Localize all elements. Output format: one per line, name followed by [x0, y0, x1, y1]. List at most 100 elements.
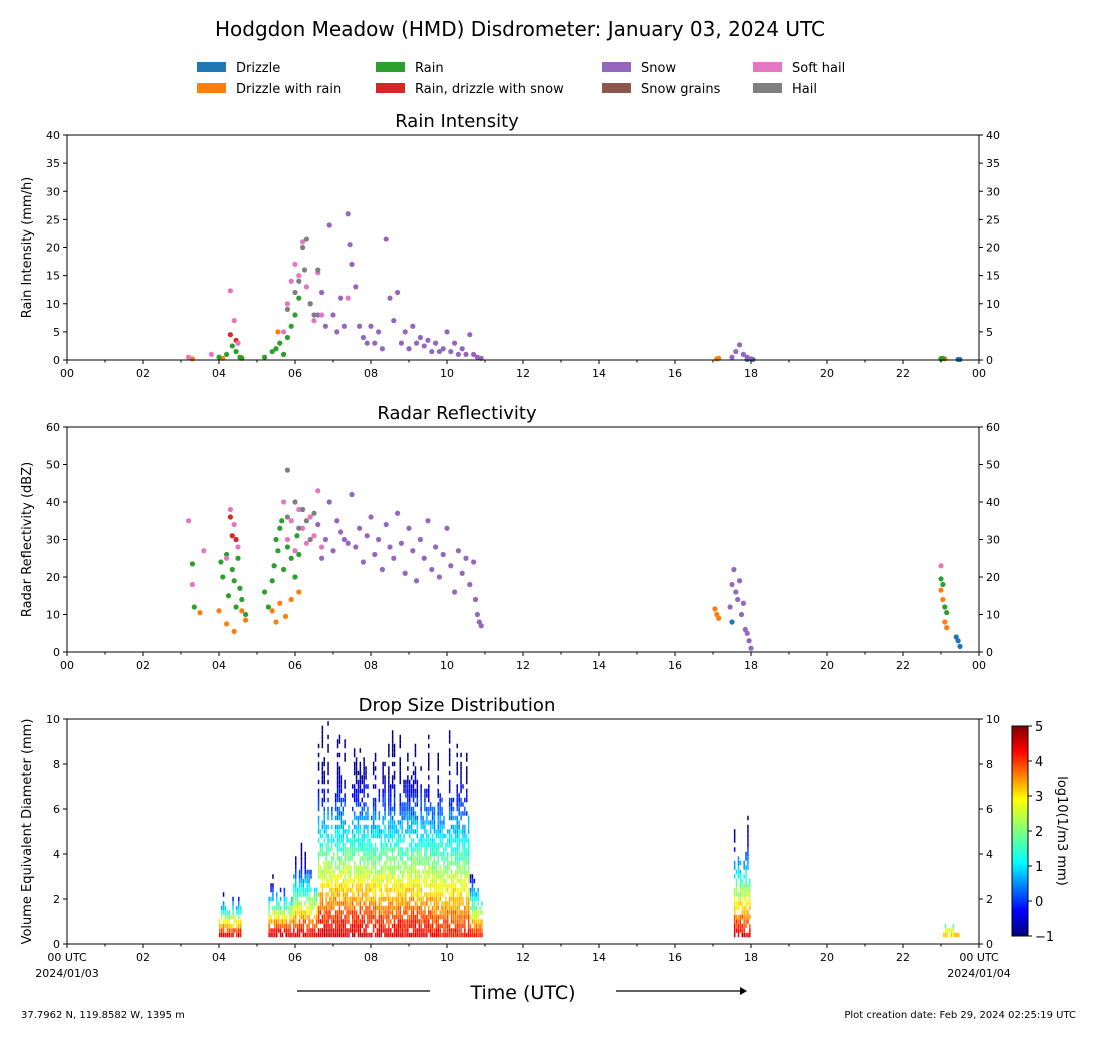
data-point [345, 540, 351, 546]
heatmap-cell [308, 878, 310, 884]
heatmap-cell [401, 856, 403, 861]
heatmap-cell [357, 878, 360, 884]
heatmap-cell [219, 928, 221, 933]
heatmap-cell [334, 914, 337, 920]
heatmap-cell [323, 775, 325, 780]
data-point [284, 536, 290, 543]
heatmap-cell [317, 793, 320, 798]
heatmap-cell [327, 932, 329, 938]
heatmap-cell [363, 793, 365, 798]
heatmap-cell [331, 901, 333, 906]
heatmap-cell [378, 910, 381, 915]
heatmap-cell [317, 869, 320, 875]
heatmap-cell [450, 928, 453, 933]
heatmap-cell [344, 878, 346, 884]
heatmap-cell [361, 811, 363, 816]
heatmap-cell [334, 901, 337, 906]
heatmap-cell [391, 734, 394, 740]
data-point [467, 332, 473, 338]
heatmap-cell [310, 901, 312, 906]
heatmap-cell [310, 910, 312, 915]
heatmap-cell [445, 833, 447, 839]
heatmap-cell [317, 892, 320, 897]
heatmap-cell [291, 901, 293, 906]
heatmap-cell [412, 820, 415, 825]
heatmap-cell [357, 788, 360, 794]
heatmap-cell [410, 896, 413, 902]
heatmap-cell [359, 815, 362, 821]
heatmap-cell [429, 824, 432, 830]
heatmap-cell [355, 779, 358, 785]
heatmap-cell [344, 757, 346, 762]
heatmap-cell [409, 914, 411, 920]
heatmap-cell [300, 851, 303, 857]
heatmap-cell [426, 923, 428, 929]
heatmap-cell [445, 901, 447, 906]
heatmap-cell [447, 932, 449, 938]
data-point [296, 525, 302, 531]
heatmap-cell [458, 892, 460, 897]
heatmap-cell [369, 838, 371, 843]
heatmap-cell [374, 914, 377, 920]
heatmap-cell [353, 766, 356, 771]
heatmap-cell [409, 833, 411, 839]
heatmap-cell [372, 851, 375, 857]
heatmap-cell [306, 928, 308, 933]
heatmap-cell [336, 793, 339, 798]
heatmap-cell [306, 905, 308, 911]
heatmap-cell [469, 892, 472, 897]
heatmap-cell [384, 811, 386, 816]
heatmap-cell [323, 914, 325, 920]
heatmap-cell [733, 887, 736, 893]
heatmap-cell [418, 905, 420, 911]
heatmap-cell [401, 820, 403, 825]
heatmap-cell [338, 784, 341, 789]
heatmap-cell [232, 923, 234, 929]
heatmap-cell [363, 856, 365, 861]
heatmap-cell [435, 892, 438, 897]
heatmap-cell [357, 815, 360, 821]
data-point [303, 540, 309, 546]
heatmap-cell [353, 833, 356, 839]
heatmap-cell [334, 919, 337, 924]
heatmap-cell [357, 797, 360, 803]
data-point [414, 340, 420, 346]
heatmap-cell [399, 824, 401, 830]
heatmap-cell [319, 932, 322, 938]
heatmap-cell [344, 779, 346, 785]
heatmap-cell [420, 847, 422, 852]
heatmap-cell [471, 914, 474, 920]
heatmap-cell [456, 820, 458, 825]
heatmap-cell [452, 847, 455, 852]
heatmap-cell [745, 887, 747, 893]
heatmap-cell [452, 815, 455, 821]
heatmap-cell [371, 860, 373, 866]
heatmap-cell [407, 793, 409, 798]
heatmap-cell [371, 932, 373, 938]
heatmap-cell [393, 874, 396, 879]
heatmap-cell [224, 919, 227, 924]
heatmap-cell [420, 797, 422, 803]
heatmap-cell [272, 887, 274, 893]
heatmap-cell [390, 847, 392, 852]
heatmap-cell [456, 752, 458, 758]
heatmap-cell [405, 784, 407, 789]
heatmap-cell [293, 887, 295, 893]
heatmap-cell [317, 806, 320, 812]
heatmap-cell [352, 910, 354, 915]
heatmap-cell [460, 901, 462, 906]
heatmap-cell [372, 802, 375, 807]
heatmap-cell [464, 833, 466, 839]
heatmap-cell [460, 896, 462, 902]
heatmap-cell [431, 874, 434, 879]
heatmap-cell [391, 775, 394, 780]
heatmap-cell [403, 851, 405, 857]
heatmap-cell [388, 923, 390, 929]
data-point [452, 340, 458, 346]
heatmap-cell [361, 865, 363, 870]
heatmap-cell [382, 775, 384, 780]
heatmap-cell [447, 887, 449, 893]
heatmap-cell [942, 932, 945, 938]
heatmap-cell [433, 820, 436, 825]
